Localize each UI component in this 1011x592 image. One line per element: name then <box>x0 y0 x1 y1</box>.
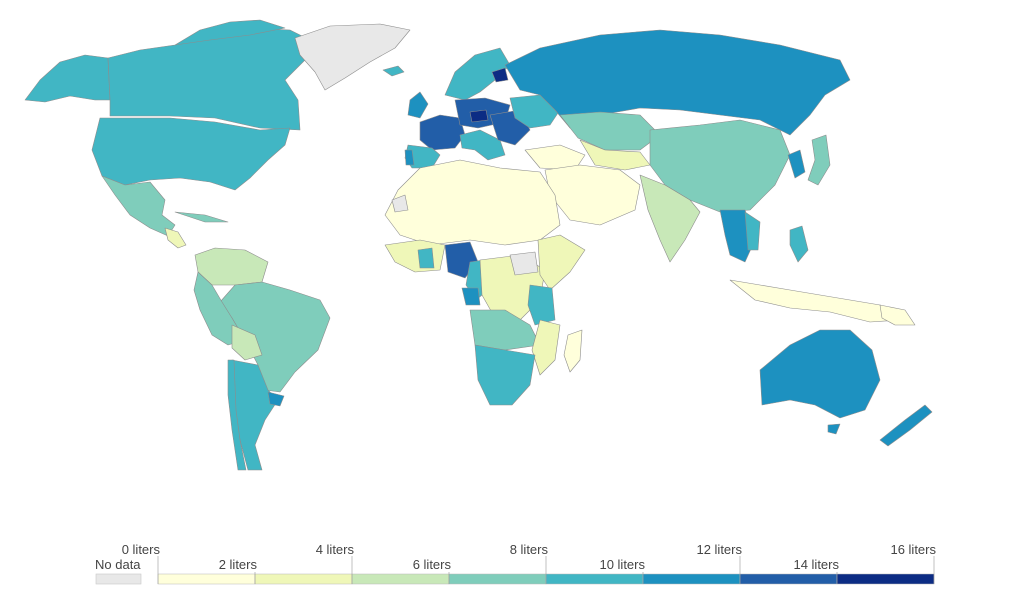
region-france[interactable] <box>419 114 466 151</box>
region-east-africa[interactable] <box>537 234 586 291</box>
region-canada-islands[interactable] <box>174 19 286 46</box>
region-mozambique[interactable] <box>531 319 561 376</box>
region-czechia[interactable] <box>469 109 489 123</box>
region-gabon-congo[interactable] <box>461 287 481 306</box>
region-chile[interactable] <box>227 359 247 471</box>
legend-tick-label-bottom: 6 liters <box>412 557 451 572</box>
legend-bin-0-2[interactable] <box>157 573 256 585</box>
region-western-sahara <box>391 194 409 213</box>
legend-bin-2-4[interactable] <box>254 573 353 585</box>
region-somalia <box>509 251 539 276</box>
region-baltics[interactable] <box>491 67 509 83</box>
legend-tick-label-top: 16 liters <box>890 542 936 557</box>
legend-no-data-label: No data <box>95 557 141 572</box>
region-canada[interactable] <box>107 27 321 131</box>
region-uk[interactable] <box>407 91 429 119</box>
region-philippines[interactable] <box>789 225 809 263</box>
region-papua[interactable] <box>879 304 916 326</box>
region-kazakhstan[interactable] <box>559 111 661 151</box>
region-tanzania[interactable] <box>527 284 556 326</box>
legend-no-data-swatch <box>95 573 142 585</box>
region-southern-africa[interactable] <box>474 344 536 406</box>
region-united-states[interactable] <box>91 117 291 191</box>
region-greenland <box>294 23 411 91</box>
region-india[interactable] <box>639 174 701 263</box>
legend-tick-label-top: 8 liters <box>509 542 548 557</box>
region-central-america[interactable] <box>164 227 187 249</box>
region-middle-east[interactable] <box>544 164 641 226</box>
region-cuba[interactable] <box>174 211 229 223</box>
region-west-africa[interactable] <box>384 239 446 273</box>
legend <box>95 556 935 585</box>
region-indonesia[interactable] <box>729 279 901 323</box>
legend-bin-6-8[interactable] <box>448 573 547 585</box>
region-mongolia-china[interactable] <box>649 119 791 213</box>
legend-tick-label-bottom: 14 liters <box>793 557 839 572</box>
region-portugal[interactable] <box>404 149 415 166</box>
region-russia[interactable] <box>504 29 851 136</box>
legend-bin-12-14[interactable] <box>739 573 838 585</box>
region-alaska[interactable] <box>24 54 111 103</box>
legend-bin-14-16[interactable] <box>836 573 935 585</box>
region-korea-japan[interactable] <box>787 149 806 179</box>
region-mexico[interactable] <box>101 175 176 237</box>
region-uruguay[interactable] <box>267 391 285 407</box>
region-north-africa[interactable] <box>384 159 561 246</box>
region-ghana[interactable] <box>417 247 435 269</box>
legend-tick-label-bottom: 2 liters <box>218 557 257 572</box>
region-italy-balkans[interactable] <box>459 129 506 161</box>
region-vietnam[interactable] <box>744 211 761 251</box>
legend-bin-10-12[interactable] <box>642 573 741 585</box>
region-australia[interactable] <box>759 329 881 419</box>
region-japan[interactable] <box>807 134 831 186</box>
region-turkey[interactable] <box>524 144 586 171</box>
region-new-zealand[interactable] <box>879 404 933 447</box>
legend-tick-label-top: 0 liters <box>121 542 160 557</box>
region-bolivia[interactable] <box>231 324 263 361</box>
region-madagascar[interactable] <box>563 329 583 373</box>
legend-tick-label-bottom: 10 liters <box>599 557 645 572</box>
region-iceland[interactable] <box>382 65 405 77</box>
legend-tick-label-top: 4 liters <box>315 542 354 557</box>
region-tasmania[interactable] <box>827 423 841 435</box>
legend-bin-8-10[interactable] <box>545 573 644 585</box>
legend-tick-label-top: 12 liters <box>696 542 742 557</box>
region-angola-zambia[interactable] <box>469 309 541 351</box>
legend-bin-4-6[interactable] <box>351 573 450 585</box>
